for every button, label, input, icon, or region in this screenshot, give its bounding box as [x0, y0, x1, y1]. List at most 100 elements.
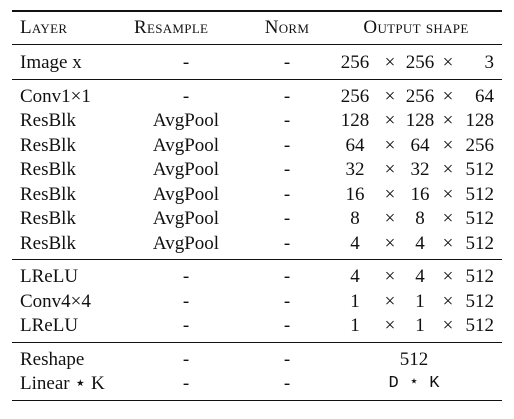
cell-layer: Conv1×1 [20, 85, 91, 107]
times-sign: × [442, 183, 454, 205]
times-sign: × [442, 266, 454, 287]
cell-norm: - [283, 52, 291, 73]
shape-channels: 512 [465, 159, 495, 180]
cell-layer: ResBlk [20, 232, 76, 254]
table-row: Image x - - 256 × 256 × 3 [12, 51, 502, 75]
table-row: ResBlk AvgPool - 16 × 16 × 512 [12, 183, 502, 207]
cell-output-shape: D ⋆ K [334, 372, 494, 396]
shape-height: 32 [345, 159, 365, 180]
cell-layer: Reshape [20, 348, 85, 370]
table-row: Reshape - - 512 [12, 348, 502, 372]
shape-height: 128 [340, 110, 370, 131]
shape-width: 32 [410, 159, 430, 180]
times-sign: × [442, 159, 454, 180]
cell-resample: AvgPool [152, 159, 220, 180]
shape-channels: 256 [465, 134, 495, 156]
shape-channels: 512 [465, 208, 495, 229]
times-sign: × [384, 159, 396, 180]
times-sign: × [384, 315, 396, 336]
table-row: ResBlk AvgPool - 64 × 64 × 256 [12, 134, 502, 158]
cell-resample: AvgPool [152, 183, 220, 205]
header-rule [12, 44, 502, 45]
times-sign: × [384, 110, 396, 131]
group-rule [12, 341, 502, 343]
shape-channels: 512 [465, 266, 495, 287]
times-sign: × [442, 232, 454, 254]
table-row: ResBlk AvgPool - 8 × 8 × 512 [12, 207, 502, 231]
shape-height: 1 [350, 315, 360, 336]
shape-width: 64 [410, 134, 430, 156]
shape-width: 4 [415, 266, 425, 287]
times-sign: × [442, 110, 454, 131]
shape-channels: 512 [465, 290, 495, 312]
table-row: Conv1×1 - - 256 × 256 × 64 [12, 85, 502, 109]
cell-resample: AvgPool [152, 208, 220, 229]
shape-width: 1 [415, 290, 425, 312]
cell-norm: - [283, 373, 291, 394]
table-row: Conv4×4 - - 1 × 1 × 512 [12, 290, 502, 314]
cell-norm: - [283, 85, 291, 107]
table-row: ResBlk AvgPool - 32 × 32 × 512 [12, 158, 502, 182]
cell-resample: AvgPool [152, 134, 220, 156]
shape-width: 256 [405, 52, 435, 73]
cell-resample: - [182, 348, 190, 370]
cell-layer: LReLU [20, 315, 79, 336]
header-output-shape: Output shape [363, 17, 469, 38]
cell-resample: - [182, 373, 190, 394]
cell-layer: ResBlk [20, 183, 76, 205]
times-sign: × [384, 232, 396, 254]
shape-height: 64 [345, 134, 365, 156]
cell-layer: Linear ⋆ K [20, 373, 105, 394]
times-sign: × [442, 134, 454, 156]
top-rule [12, 10, 502, 12]
table-row: ResBlk AvgPool - 4 × 4 × 512 [12, 232, 502, 256]
cell-norm: - [283, 315, 291, 336]
cell-output-shape: 512 [334, 348, 494, 372]
times-sign: × [384, 85, 396, 107]
header-row: Layer Resample Norm Output shape [12, 16, 502, 40]
times-sign: × [384, 183, 396, 205]
shape-width: 128 [405, 110, 435, 131]
cell-norm: - [283, 159, 291, 180]
cell-norm: - [283, 208, 291, 229]
table-row: ResBlk AvgPool - 128 × 128 × 128 [12, 109, 502, 133]
header-resample: Resample [134, 17, 209, 38]
header-layer: Layer [20, 17, 68, 38]
cell-norm: - [283, 183, 291, 205]
cell-norm: - [283, 348, 291, 370]
cell-layer: Image x [20, 52, 82, 73]
times-sign: × [384, 52, 396, 73]
shape-height: 4 [350, 232, 360, 254]
shape-channels: 512 [465, 315, 495, 336]
cell-resample: AvgPool [152, 110, 220, 131]
times-sign: × [442, 85, 454, 107]
shape-height: 8 [350, 208, 360, 229]
shape-channels: 512 [465, 232, 495, 254]
cell-norm: - [283, 110, 291, 131]
cell-norm: - [283, 232, 291, 254]
table-row: LReLU - - 4 × 4 × 512 [12, 265, 502, 289]
times-sign: × [384, 290, 396, 312]
shape-text: D ⋆ K [388, 374, 440, 393]
times-sign: × [442, 290, 454, 312]
times-sign: × [384, 208, 396, 229]
table-row: Linear ⋆ K - - D ⋆ K [12, 372, 502, 396]
cell-layer: ResBlk [20, 110, 76, 131]
shape-channels: 512 [465, 183, 495, 205]
shape-height: 1 [350, 290, 360, 312]
cell-layer: ResBlk [20, 134, 76, 156]
table-row: LReLU - - 1 × 1 × 512 [12, 314, 502, 338]
shape-width: 8 [415, 208, 425, 229]
cell-layer: ResBlk [20, 159, 76, 180]
cell-resample: AvgPool [152, 232, 220, 254]
shape-channels: 3 [484, 52, 495, 73]
group-rule [12, 259, 502, 260]
shape-channels: 64 [475, 85, 494, 107]
cell-norm: - [283, 266, 291, 287]
cell-resample: - [182, 52, 190, 73]
cell-norm: - [283, 134, 291, 156]
shape-text: 512 [399, 348, 429, 370]
times-sign: × [442, 315, 454, 336]
times-sign: × [442, 52, 454, 73]
cell-resample: - [182, 85, 190, 107]
